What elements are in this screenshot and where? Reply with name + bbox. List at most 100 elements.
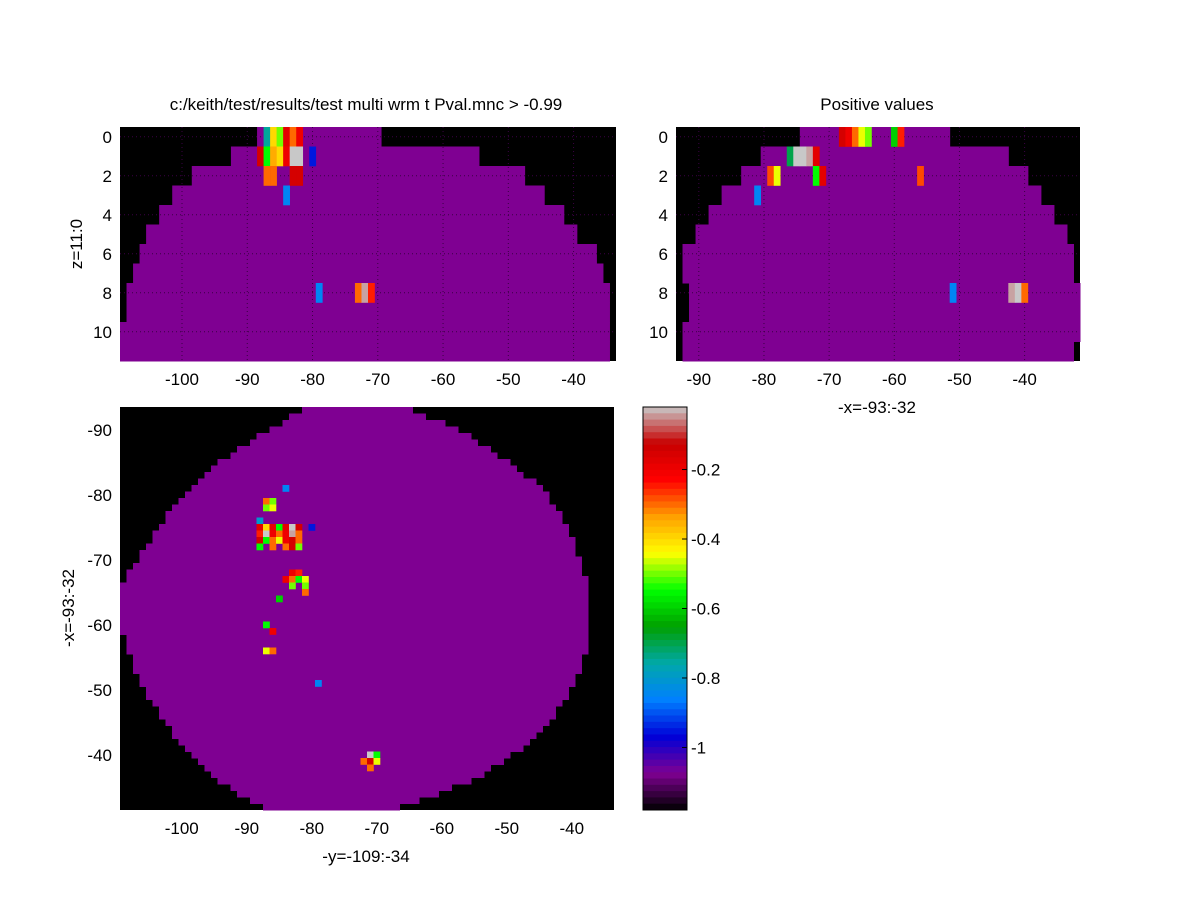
brain-row — [126, 576, 589, 583]
activation-cell — [289, 530, 296, 538]
brain-row — [165, 719, 550, 726]
activation-cell — [257, 146, 264, 167]
colorbar-segment — [643, 740, 687, 748]
activation-cell — [256, 524, 264, 531]
brain-row — [152, 530, 569, 538]
colorbar-segment — [643, 570, 687, 578]
brain-row — [146, 543, 576, 551]
brain-row — [198, 758, 504, 765]
colorbar-segment — [643, 432, 687, 439]
activation-cell — [1014, 283, 1022, 303]
heatmap-panel-top-right: Positive values -x=-93:-32 -90 -80 -70 -60 -… — [649, 95, 1081, 417]
activation-cell — [283, 127, 290, 147]
activation-cell — [838, 127, 846, 147]
y-tick-label: 6 — [103, 245, 112, 264]
colorbar-segment — [643, 671, 687, 679]
activation-cell — [368, 283, 375, 303]
colorbar-segment — [643, 602, 687, 609]
x-tick-label: -80 — [300, 370, 325, 389]
brain-row — [282, 420, 446, 427]
activation-cell — [361, 283, 369, 303]
y-tick-label: 0 — [659, 128, 668, 147]
activation-cell — [295, 524, 303, 531]
activation-cell — [819, 166, 827, 186]
brain-row — [120, 602, 589, 609]
colorbar-segment — [643, 696, 687, 704]
brain-region — [120, 407, 589, 811]
brain-row — [708, 205, 1055, 225]
brain-row — [204, 764, 491, 772]
brain-row — [120, 595, 589, 603]
x-tick-label: -80 — [752, 370, 777, 389]
activation-cell — [282, 576, 290, 583]
brain-row — [682, 244, 1074, 264]
colorbar-segment — [643, 514, 687, 521]
activation-cell — [269, 647, 277, 655]
x-tick-label: -50 — [494, 819, 519, 838]
activation-cell — [296, 146, 304, 167]
y-tick-label: -80 — [87, 486, 112, 505]
colorbar-segment — [643, 772, 687, 780]
activation-cell — [767, 166, 775, 186]
colorbar-segment — [643, 728, 687, 735]
activation-cell — [289, 166, 297, 186]
x-tick-label: -90 — [235, 370, 260, 389]
x-tick-label: -50 — [947, 370, 972, 389]
activation-cell — [276, 537, 283, 544]
activation-cell — [276, 595, 283, 603]
x-axis-label-bottom-left: -y=-109:-34 — [322, 847, 409, 866]
activation-cell — [269, 530, 277, 538]
activation-cell — [289, 537, 296, 544]
y-tick-label: 10 — [93, 323, 112, 342]
activation-cell — [845, 127, 853, 147]
activation-cell — [282, 485, 290, 492]
brain-row — [139, 556, 582, 564]
brain-row — [185, 491, 550, 499]
brain-row — [191, 166, 526, 186]
activation-cell — [269, 498, 277, 505]
colorbar-segment — [643, 583, 687, 591]
colorbar-segment — [643, 595, 687, 603]
activation-cell — [289, 127, 297, 147]
colorbar-segment — [643, 677, 687, 685]
brain-row — [159, 706, 556, 713]
colorbar: -0.2 -0.4 -0.6 -0.8 -1 — [642, 406, 720, 811]
activation-cell — [367, 764, 374, 772]
x-tick-label: -70 — [366, 370, 391, 389]
activation-cell — [864, 127, 872, 147]
activation-cell — [308, 524, 316, 531]
colorbar-segment — [643, 608, 687, 616]
brain-row — [172, 504, 556, 512]
colorbar-segment — [643, 520, 687, 528]
colorbar-segment — [643, 495, 687, 502]
activation-cell — [289, 582, 296, 590]
brain-row — [263, 803, 400, 811]
activation-cell — [263, 166, 271, 186]
activation-cell — [289, 543, 296, 551]
activation-cell — [812, 146, 820, 167]
brain-row — [165, 511, 563, 518]
colorbar-segment — [643, 639, 687, 647]
y-tick-label: -50 — [87, 681, 112, 700]
colorbar-segment — [643, 539, 687, 547]
activation-cell — [263, 127, 271, 147]
brain-row — [172, 725, 543, 733]
brain-row — [146, 224, 578, 245]
colorbar-segment — [643, 665, 687, 672]
activation-cell — [1008, 283, 1016, 303]
activation-cell — [283, 146, 290, 167]
activation-cell — [263, 524, 270, 531]
activation-cell — [276, 146, 284, 167]
activation-cell — [309, 146, 317, 167]
activation-cell — [296, 166, 304, 186]
colorbar-segment — [643, 759, 687, 767]
brain-row — [211, 771, 485, 778]
colorbar-segment — [643, 709, 687, 717]
brain-row — [133, 654, 582, 661]
colorbar-segment — [643, 646, 687, 654]
brain-row — [133, 263, 604, 284]
colorbar-segment — [643, 558, 687, 565]
y-axis-label-top-left: z=11:0 — [67, 219, 86, 269]
x-tick-label: -100 — [165, 370, 199, 389]
